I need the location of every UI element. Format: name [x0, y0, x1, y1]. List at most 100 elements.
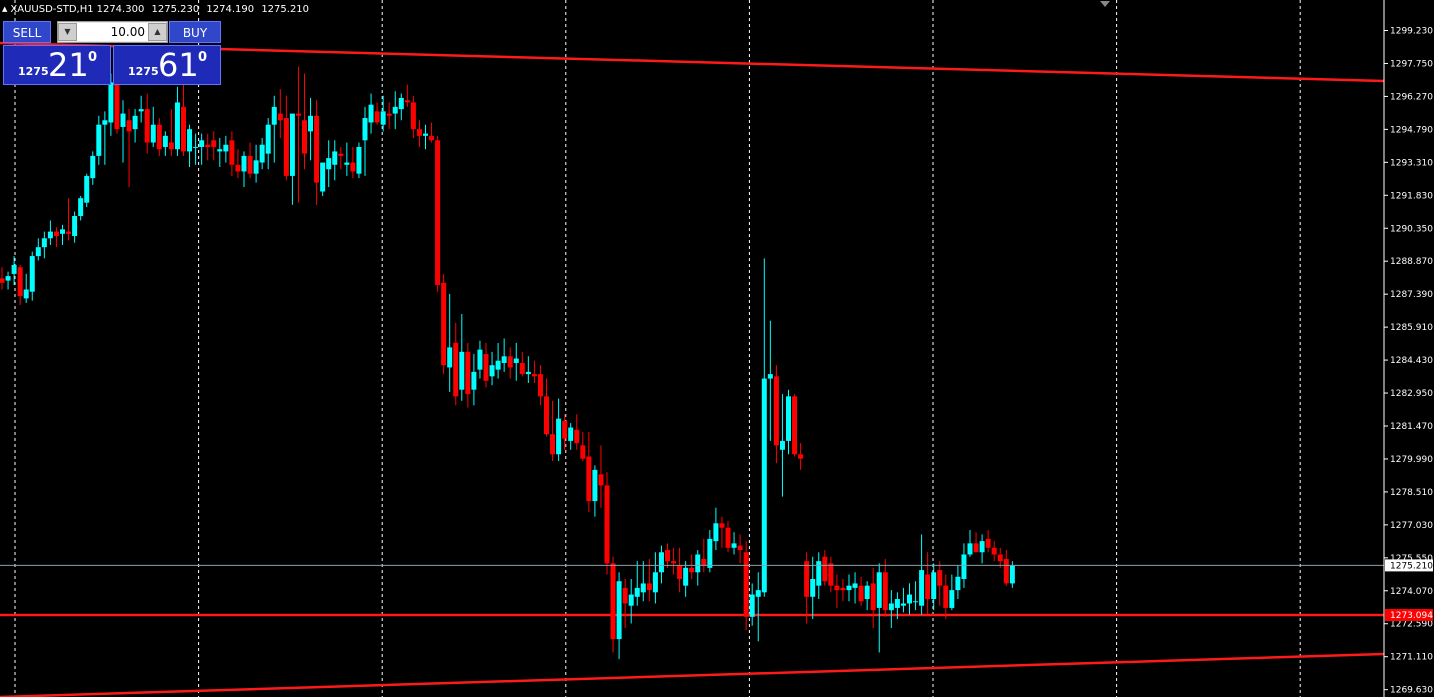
candle[interactable] [326, 140, 332, 188]
candle[interactable] [894, 592, 900, 620]
candle[interactable] [453, 322, 459, 406]
candle[interactable] [156, 118, 162, 156]
upper-trendline[interactable] [0, 41, 1385, 83]
candle[interactable] [217, 138, 223, 168]
candle[interactable] [501, 338, 507, 372]
candle[interactable] [350, 146, 356, 179]
candle[interactable] [320, 162, 326, 196]
candle[interactable] [374, 102, 380, 125]
candle[interactable] [332, 140, 338, 181]
candle[interactable] [544, 378, 549, 437]
candle[interactable] [616, 572, 622, 660]
candle[interactable] [876, 563, 882, 653]
candle[interactable] [568, 423, 574, 450]
candle[interactable] [973, 532, 979, 553]
candle[interactable] [513, 342, 519, 381]
candle[interactable] [477, 340, 483, 379]
candle[interactable] [773, 365, 779, 464]
scroll-marker-icon[interactable] [1100, 1, 1110, 7]
candle[interactable] [114, 75, 120, 134]
candle[interactable] [489, 351, 495, 386]
candle[interactable] [531, 360, 537, 384]
candle[interactable] [283, 95, 289, 181]
candle[interactable] [162, 131, 168, 156]
price-axis[interactable]: 1299.230 1297.750 1296.270 1294.790 1293.310… [1383, 0, 1434, 697]
candle[interactable] [362, 106, 368, 176]
candle[interactable] [465, 342, 471, 408]
candle[interactable] [652, 552, 658, 604]
sell-price-button[interactable]: 1275 21 0 [3, 45, 111, 85]
candle[interactable] [767, 320, 773, 441]
candle[interactable] [193, 133, 199, 165]
candle[interactable] [725, 521, 731, 553]
candle[interactable] [592, 465, 598, 517]
candle[interactable] [943, 574, 949, 620]
candle[interactable] [931, 563, 937, 611]
candle[interactable] [731, 532, 737, 555]
candle[interactable] [755, 572, 761, 642]
candle[interactable] [259, 138, 265, 170]
buy-price-button[interactable]: 1275 61 0 [113, 45, 221, 85]
candle[interactable] [356, 142, 362, 179]
candle[interactable] [864, 581, 870, 611]
candle[interactable] [447, 293, 453, 392]
candle[interactable] [1003, 550, 1009, 586]
candle[interactable] [211, 131, 217, 161]
candle[interactable] [985, 529, 991, 553]
candle[interactable] [223, 135, 229, 163]
candle[interactable] [368, 93, 374, 134]
candle[interactable] [72, 211, 78, 243]
candle[interactable] [888, 590, 894, 628]
candle[interactable] [604, 472, 610, 575]
candle[interactable] [435, 135, 441, 292]
candle[interactable] [586, 432, 592, 513]
candle[interactable] [235, 149, 241, 179]
candle[interactable] [997, 547, 1003, 568]
candle[interactable] [925, 552, 931, 615]
candle[interactable] [743, 541, 749, 631]
candle[interactable] [810, 556, 816, 620]
candle[interactable] [822, 550, 828, 586]
candle[interactable] [683, 561, 689, 597]
candle[interactable] [580, 432, 586, 461]
candle[interactable] [302, 73, 307, 170]
candle[interactable] [308, 97, 314, 161]
candle[interactable] [779, 394, 785, 497]
candle[interactable] [719, 516, 725, 548]
candle[interactable] [23, 273, 29, 303]
volume-increase-icon[interactable]: ▲ [148, 23, 167, 41]
candle[interactable] [60, 224, 65, 245]
candle[interactable] [622, 578, 628, 628]
candle[interactable] [265, 118, 271, 170]
candle[interactable] [677, 547, 683, 593]
candle[interactable] [525, 356, 531, 384]
candle[interactable] [459, 313, 465, 401]
candle[interactable] [66, 198, 72, 241]
candle[interactable] [150, 106, 156, 147]
candle[interactable] [804, 552, 810, 624]
candle[interactable] [102, 111, 108, 165]
candle[interactable] [967, 529, 973, 557]
candle[interactable] [471, 354, 477, 406]
candle[interactable] [253, 144, 259, 183]
candle[interactable] [900, 587, 906, 613]
candle[interactable] [858, 576, 864, 606]
candle[interactable] [828, 556, 834, 593]
candle[interactable] [174, 86, 180, 156]
candle[interactable] [907, 583, 912, 615]
candle[interactable] [429, 122, 435, 143]
candle[interactable] [913, 581, 919, 611]
candle[interactable] [979, 534, 985, 564]
candle[interactable] [786, 389, 791, 455]
candle[interactable] [737, 534, 743, 564]
candle[interactable] [798, 443, 804, 470]
candle[interactable] [404, 84, 410, 107]
candle[interactable] [870, 567, 876, 628]
candle[interactable] [90, 151, 96, 185]
candle[interactable] [919, 534, 925, 615]
lower-trendline[interactable] [0, 652, 1385, 697]
candle[interactable] [17, 264, 23, 306]
candle[interactable] [380, 95, 386, 132]
candle[interactable] [0, 267, 5, 290]
